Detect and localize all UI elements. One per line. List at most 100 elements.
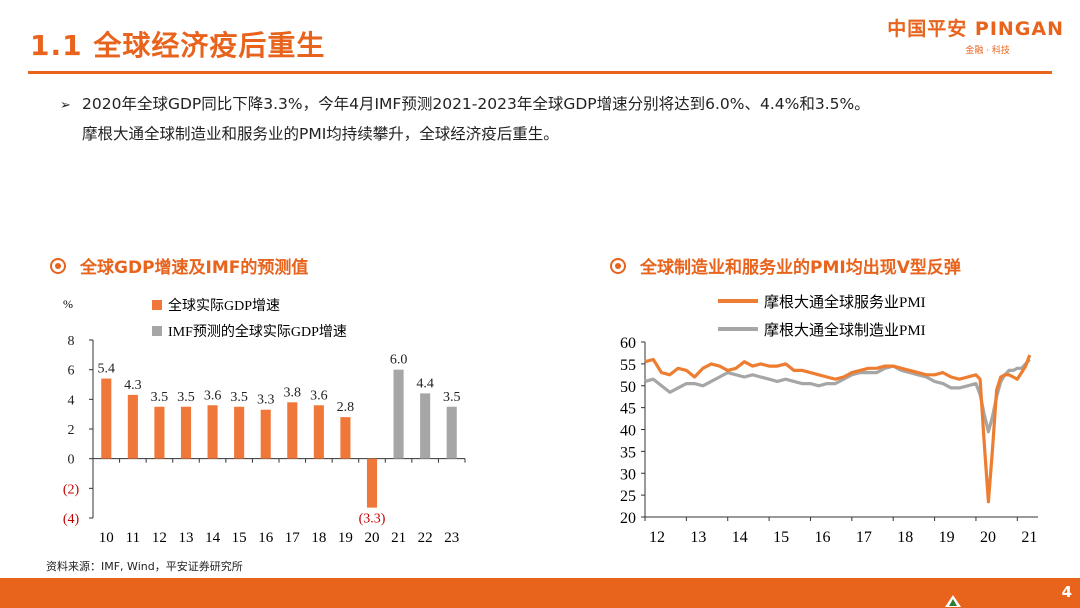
x-tick-label: 23 — [444, 530, 459, 546]
logo-text: 中国平安 PINGAN — [887, 18, 1064, 40]
gdp-value-label: 3.5 — [230, 390, 248, 405]
pingan-mark-icon — [945, 595, 961, 607]
legend-label: 摩根大通全球制造业PMI — [764, 321, 926, 339]
y-tick-label: 55 — [620, 357, 636, 374]
header-divider — [28, 71, 1052, 74]
y-tick-label: 2 — [68, 423, 75, 438]
bullet-line-1: 2020年全球GDP同比下降3.3%，今年4月IMF预测2021-2023年全球… — [82, 95, 870, 113]
legend-swatch — [152, 300, 162, 310]
source-note: 资料来源：IMF, Wind，平安证券研究所 — [46, 560, 243, 573]
gdp-bar — [101, 378, 112, 459]
gdp-value-label: 3.6 — [310, 388, 328, 403]
x-tick-label: 18 — [311, 530, 326, 546]
bullet-line-2: 摩根大通全球制造业和服务业的PMI均持续攀升，全球经济疫后重生。 — [82, 125, 559, 143]
arrow-bullet-icon: ➢ — [60, 98, 71, 113]
pmi-legend: 摩根大通全球服务业PMI 摩根大通全球制造业PMI — [718, 293, 926, 339]
page-title: 1.1 全球经济疫后重生 — [30, 29, 326, 62]
x-tick-label: 13 — [690, 529, 706, 546]
y-tick-label: 60 — [620, 335, 636, 352]
x-tick-label: 16 — [814, 529, 830, 546]
x-tick-label: 15 — [232, 530, 247, 546]
gdp-y-axis-unit: % — [63, 297, 73, 311]
gdp-value-label: 3.5 — [177, 390, 195, 405]
gdp-bar — [313, 405, 324, 459]
x-tick-label: 10 — [99, 530, 114, 546]
pmi-chart-title-text: 全球制造业和服务业的PMI均出现V型反弹 — [640, 258, 961, 278]
x-tick-label: 11 — [126, 530, 140, 546]
y-tick-label: (2) — [63, 482, 80, 497]
gdp-value-label: 3.8 — [284, 385, 302, 400]
x-tick-label: 20 — [980, 529, 996, 546]
gdp-chart-title-text: 全球GDP增速及IMF的预测值 — [80, 258, 309, 278]
company-logo: 中国平安 PINGAN 金融 · 科技 — [887, 14, 1064, 56]
gdp-bar — [127, 394, 138, 459]
legend-label: 全球实际GDP增速 — [168, 297, 280, 314]
gdp-value-label: 4.3 — [124, 378, 142, 393]
pmi-axes: 60 55 50 45 40 35 30 25 20 12 13 14 15 16 17 18 19 20 21 — [620, 335, 1038, 546]
target-circle-icon — [50, 258, 66, 274]
gdp-data-labels: 5.4 4.3 3.5 3.5 3.6 3.5 3.3 3.8 3.6 2.8 (3.3) 6.0 4.… — [98, 353, 461, 527]
gdp-value-label: 3.6 — [204, 388, 222, 403]
x-tick-label: 13 — [179, 530, 194, 546]
gdp-bar — [154, 406, 165, 459]
pmi-lines — [644, 354, 1032, 504]
gdp-bar — [420, 393, 431, 459]
x-tick-label: 17 — [856, 529, 872, 546]
y-tick-label: 20 — [620, 510, 636, 527]
target-circle-icon — [610, 258, 626, 274]
gdp-value-label: 2.8 — [337, 400, 355, 415]
x-tick-label: 14 — [205, 530, 221, 546]
y-tick-label: 40 — [620, 423, 636, 440]
gdp-bar — [180, 406, 192, 459]
gdp-bar — [234, 406, 245, 459]
x-tick-label: 21 — [391, 530, 406, 546]
x-tick-label: 19 — [338, 530, 353, 546]
services-pmi-line — [644, 354, 1032, 504]
gdp-chart-title: 全球GDP增速及IMF的预测值 — [50, 253, 308, 278]
y-tick-label: 6 — [68, 364, 75, 379]
gdp-bar — [366, 458, 378, 508]
legend-label: 摩根大通全球服务业PMI — [764, 293, 926, 311]
gdp-value-label: 4.4 — [416, 376, 434, 391]
x-tick-label: 16 — [258, 530, 274, 546]
y-tick-label: 25 — [620, 488, 636, 505]
legend-label: IMF预测的全球实际GDP增速 — [168, 323, 347, 340]
gdp-bar — [446, 406, 457, 459]
gdp-bar — [340, 417, 351, 459]
x-tick-label: 12 — [152, 530, 167, 546]
y-tick-label: 4 — [68, 393, 75, 408]
y-tick-label: 30 — [620, 466, 636, 483]
gdp-value-label: (3.3) — [359, 512, 386, 527]
gdp-bars — [101, 369, 457, 508]
gdp-bar — [260, 409, 271, 459]
pmi-chart-title: 全球制造业和服务业的PMI均出现V型反弹 — [610, 253, 961, 278]
x-tick-label: 17 — [285, 530, 301, 546]
logo-subtitle: 金融 · 科技 — [965, 46, 1010, 56]
y-tick-label: (4) — [63, 512, 80, 527]
x-tick-label: 20 — [365, 530, 380, 546]
footer-bar — [0, 578, 1080, 608]
gdp-legend: 全球实际GDP增速 IMF预测的全球实际GDP增速 — [152, 297, 347, 340]
x-tick-label: 15 — [773, 529, 789, 546]
gdp-value-label: 3.5 — [443, 390, 461, 405]
manufacturing-pmi-line — [644, 358, 1031, 434]
x-tick-label: 14 — [732, 529, 748, 546]
y-tick-label: 35 — [620, 444, 636, 461]
gdp-bar — [287, 402, 298, 459]
y-tick-label: 0 — [68, 453, 75, 468]
gdp-bar — [393, 369, 404, 459]
x-tick-label: 19 — [939, 529, 955, 546]
page-number: 4 — [1061, 583, 1072, 601]
bullet-text: ➢ 2020年全球GDP同比下降3.3%，今年4月IMF预测2021-2023年全… — [60, 90, 1040, 148]
gdp-value-label: 5.4 — [98, 362, 116, 377]
gdp-bar — [207, 405, 218, 459]
x-tick-label: 22 — [418, 530, 433, 546]
y-tick-label: 45 — [620, 401, 636, 418]
gdp-value-label: 6.0 — [390, 353, 408, 368]
pmi-line-chart: 摩根大通全球服务业PMI 摩根大通全球制造业PMI 60 55 50 45 40 35 30 2… — [620, 293, 1038, 546]
y-tick-label: 50 — [620, 379, 636, 396]
y-tick-label: 8 — [68, 334, 75, 349]
gdp-value-label: 3.3 — [257, 393, 275, 408]
